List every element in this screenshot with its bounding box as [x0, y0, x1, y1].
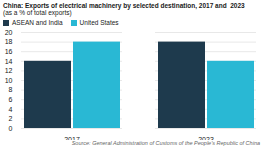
svg-text:4: 4	[9, 106, 13, 113]
svg-text:6: 6	[9, 96, 13, 103]
svg-text:10: 10	[5, 77, 13, 84]
svg-text:2017: 2017	[64, 137, 80, 141]
html-text:China: Exports of electrical m: China: Exports of electrical machinery b…	[3, 2, 245, 9]
svg-text:12: 12	[5, 67, 13, 74]
svg-text:16: 16	[5, 48, 13, 55]
html-text:(as a % of total exports): (as a % of total exports)	[3, 9, 72, 17]
svg-text:14: 14	[5, 58, 13, 65]
html-text:United States: United States	[79, 19, 119, 27]
svg-text:18: 18	[5, 38, 13, 45]
svg-text:2: 2	[9, 115, 13, 122]
svg-text:0: 0	[9, 125, 13, 132]
html-text:Source: General Administration: Source: General Administration of Custom…	[71, 140, 260, 147]
svg-text:20: 20	[5, 29, 13, 36]
html-text:ASEAN and India: ASEAN and India	[12, 19, 63, 27]
svg-text:8: 8	[9, 86, 13, 93]
svg-text:2023: 2023	[198, 137, 214, 141]
